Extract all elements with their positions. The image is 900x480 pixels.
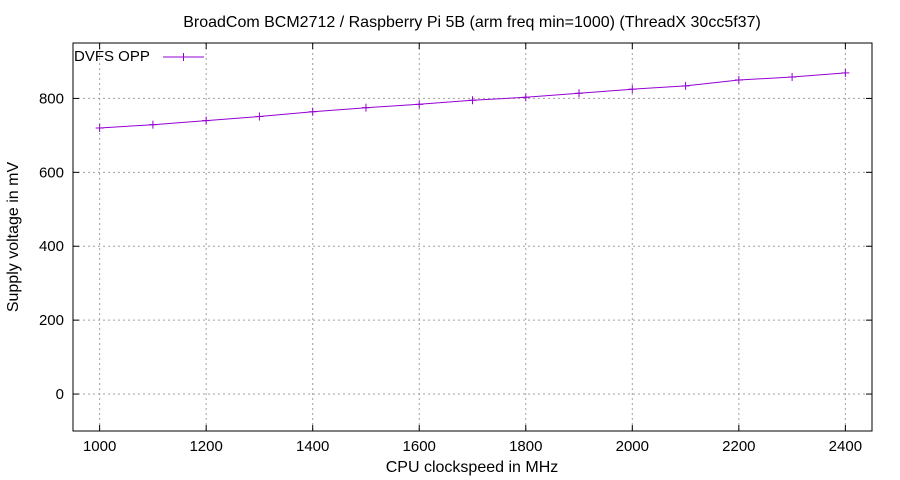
legend-label: DVFS OPP [74, 48, 150, 65]
x-tick-label: 1400 [296, 438, 329, 455]
y-tick-label: 0 [56, 386, 64, 403]
data-point [308, 107, 317, 116]
y-axis-label: Supply voltage in mV [5, 162, 22, 313]
y-tick-label: 600 [39, 164, 64, 181]
y-axis: 0 200 400 600 800 [39, 90, 872, 403]
chart-title: BroadCom BCM2712 / Raspberry Pi 5B (arm … [183, 14, 761, 31]
legend: DVFS OPP [74, 48, 204, 65]
legend-marker [179, 53, 188, 61]
x-axis: 1000 1200 1400 1600 1800 2000 2200 2400 [83, 43, 862, 455]
x-tick-label: 1800 [509, 438, 542, 455]
x-axis-label: CPU clockspeed in MHz [386, 459, 559, 476]
data-point [95, 123, 104, 132]
data-point [734, 75, 743, 84]
x-tick-label: 1200 [189, 438, 222, 455]
y-tick-label: 400 [39, 238, 64, 255]
data-point [521, 93, 530, 102]
x-tick-label: 2000 [616, 438, 649, 455]
y-tick-label: 800 [39, 90, 64, 107]
data-point [841, 68, 850, 77]
data-point [468, 96, 477, 105]
grid [73, 43, 872, 431]
x-tick-label: 1000 [83, 438, 116, 455]
x-tick-label: 2200 [722, 438, 755, 455]
x-tick-label: 1600 [403, 438, 436, 455]
x-tick-label: 2400 [829, 438, 862, 455]
plot-frame [72, 42, 873, 432]
data-point [361, 103, 370, 112]
data-point [415, 100, 424, 109]
data-point [255, 112, 264, 121]
series-group [95, 68, 850, 132]
data-point [681, 81, 690, 90]
data-point [148, 120, 157, 129]
data-point [788, 72, 797, 81]
data-point [628, 85, 637, 94]
data-point [202, 116, 211, 125]
y-tick-label: 200 [39, 312, 64, 329]
data-point [575, 89, 584, 98]
